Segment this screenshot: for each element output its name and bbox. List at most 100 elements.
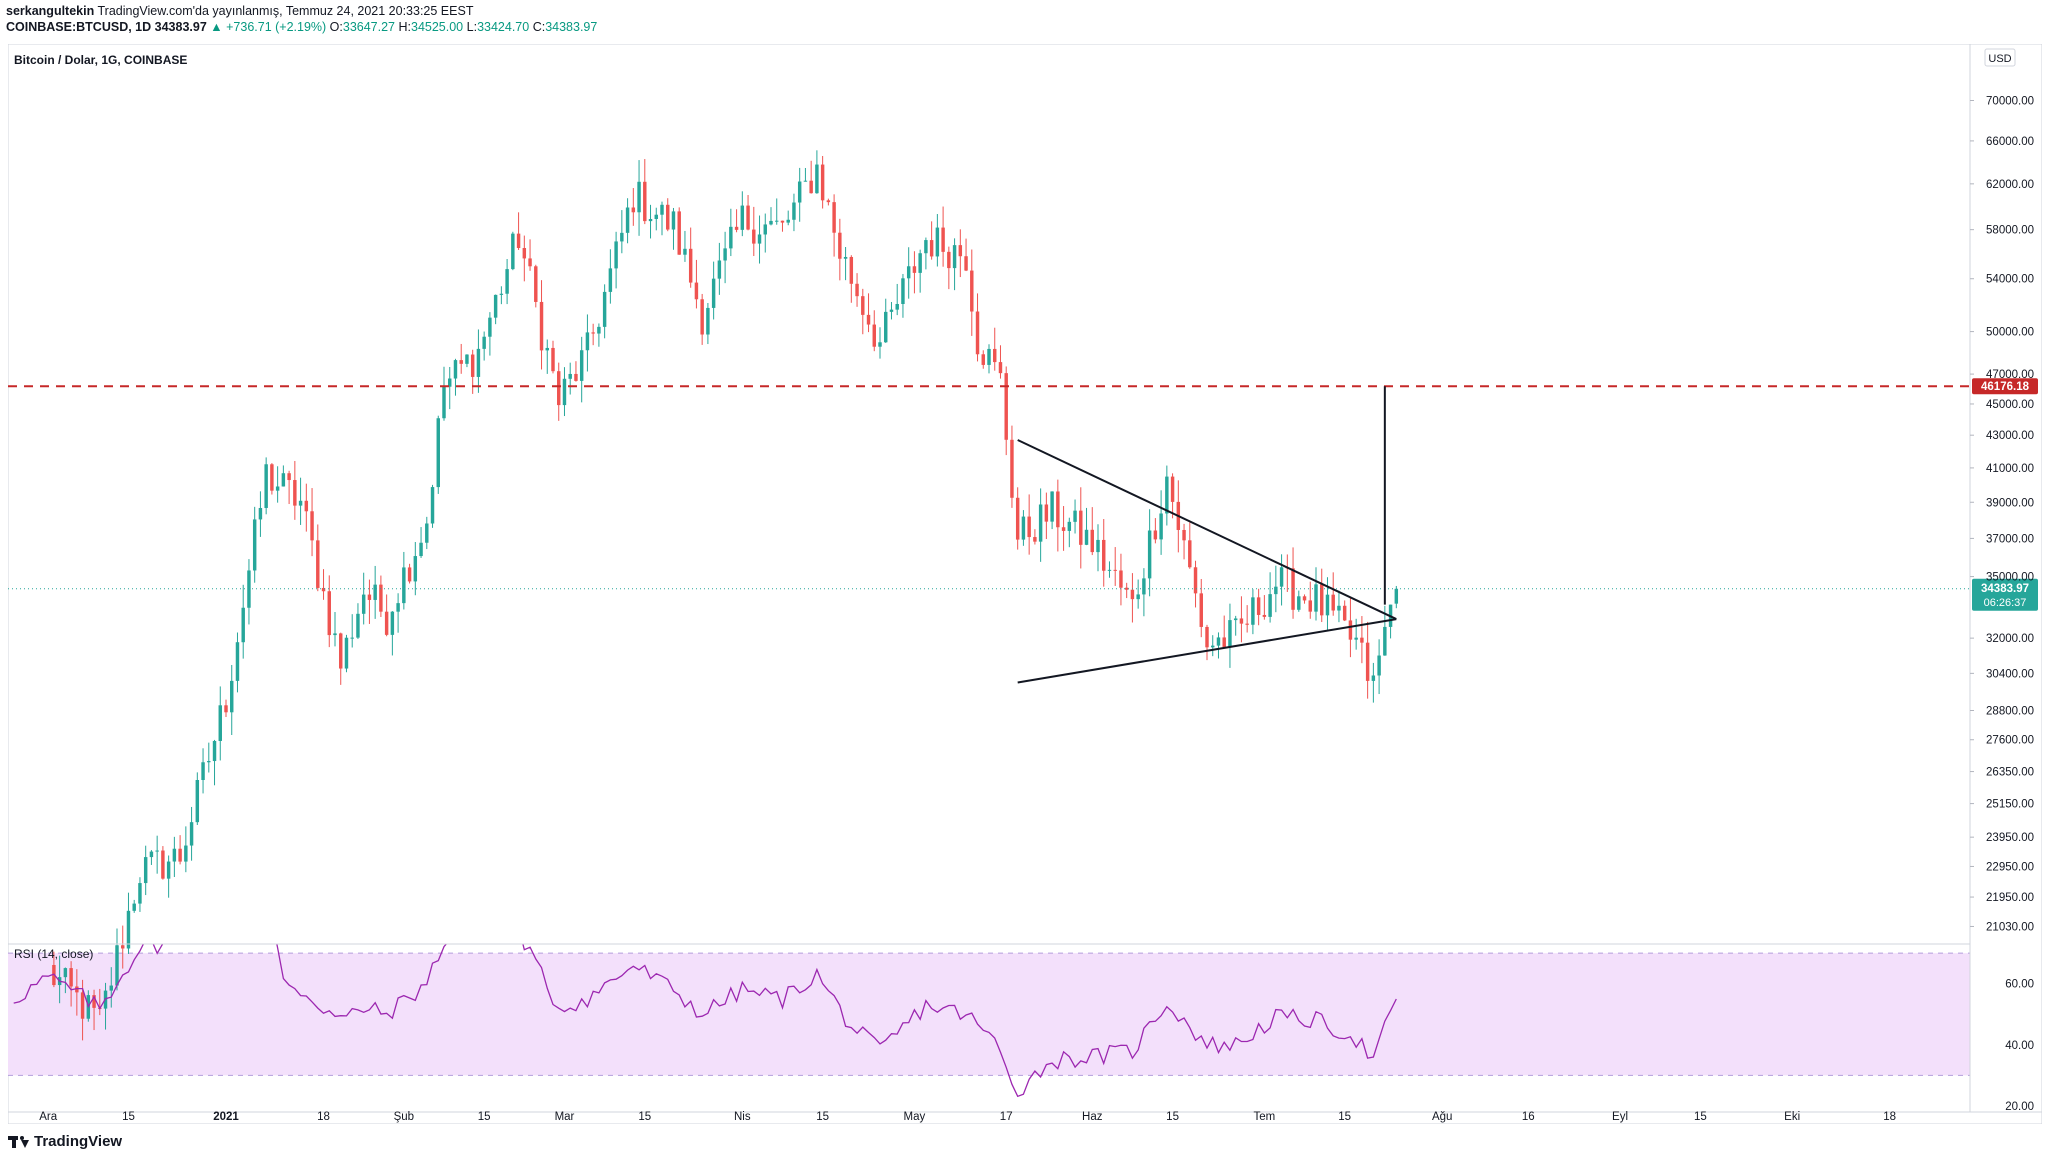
time-tick-label: 18 (1883, 1111, 1896, 1123)
candle-body (752, 229, 756, 244)
candle-body (373, 584, 377, 600)
candle-body (138, 883, 142, 904)
price-chart[interactable]: 46176.18 34383.97 06:26:37 70000.00 66000.0… (7, 43, 2043, 1125)
resistance-price-tag (1972, 378, 2038, 395)
candle-body (80, 992, 85, 1019)
candle-body (637, 181, 641, 213)
candle-body (184, 845, 188, 862)
candle-body (1124, 587, 1129, 590)
candle-body (941, 227, 945, 252)
candle-body (809, 180, 813, 194)
price-tick-label: 26350.00 (1986, 767, 2034, 779)
candle-body (866, 314, 871, 325)
price-tick-label: 21030.00 (1986, 921, 2034, 933)
rsi-tick-label: 20.00 (2005, 1101, 2034, 1113)
time-tick-label: 15 (1338, 1111, 1351, 1123)
candle-body (241, 607, 245, 643)
candle-body (597, 326, 601, 334)
candle-body (1233, 618, 1238, 621)
candle-body (178, 848, 182, 862)
price-tick-label: 25150.00 (1986, 799, 2034, 811)
candle-body (975, 311, 980, 355)
time-tick-label: Tem (1254, 1111, 1276, 1123)
candle-body (1205, 626, 1209, 648)
price-tick-label: 32000.00 (1986, 633, 2034, 645)
candle-body (797, 181, 802, 203)
candle-body (402, 567, 406, 604)
price-tick-label: 62000.00 (1986, 179, 2034, 191)
candle-body (390, 611, 395, 635)
candle-body (958, 245, 963, 257)
candle-body (970, 270, 974, 312)
currency-badge (1984, 48, 2016, 67)
low-label: L: (466, 20, 478, 34)
candle-body (1170, 476, 1175, 502)
candle-body (379, 584, 383, 612)
candle-body (700, 299, 704, 335)
candle-body (212, 740, 217, 762)
candle-body (1188, 540, 1192, 568)
candle-body (115, 945, 119, 986)
candle-body (769, 220, 773, 225)
candle-body (1130, 589, 1135, 600)
candle-body (683, 248, 687, 255)
candle-body (717, 260, 722, 279)
publish-line: serkangultekin TradingView.com'da yayınl… (6, 4, 473, 19)
candle-body (602, 291, 607, 327)
candle-body (1256, 597, 1261, 615)
candle-body (1337, 605, 1341, 611)
time-tick-label: 15 (816, 1111, 829, 1123)
candle-body (574, 373, 578, 381)
candle-body (757, 234, 762, 244)
candle-body (1044, 504, 1049, 522)
candle-body (688, 248, 693, 283)
symbol-label: COINBASE:BTCUSD, 1D (6, 20, 152, 34)
candle-body (1302, 596, 1307, 601)
candle-body (448, 378, 452, 387)
candle-body (1027, 516, 1031, 538)
chart-area[interactable]: 46176.18 34383.97 06:26:37 70000.00 66000.0… (7, 43, 2043, 1125)
price-tick-label: 22950.00 (1986, 861, 2034, 873)
candle-body (333, 633, 337, 636)
candle-body (1067, 521, 1072, 531)
candle-body (855, 283, 859, 297)
candle-body (1119, 570, 1123, 588)
candle-body (470, 354, 475, 377)
candle-body (367, 594, 372, 600)
candle-body (1136, 594, 1140, 600)
author-name[interactable]: serkangultekin (6, 4, 95, 18)
candle-body (413, 556, 418, 582)
candle-body (740, 205, 745, 230)
price-tick-label: 47000.00 (1986, 369, 2034, 381)
candle-body (815, 164, 819, 194)
candle-body (1015, 497, 1020, 540)
candle-body (671, 211, 676, 230)
candle-body (987, 348, 991, 365)
candle-body (780, 220, 785, 223)
candle-body (459, 360, 463, 364)
candle-body (723, 248, 727, 261)
time-tick-label: Haz (1082, 1111, 1103, 1123)
time-tick-label: May (904, 1111, 926, 1123)
candle-body (132, 903, 136, 911)
candle-body (763, 224, 767, 235)
candle-body (981, 354, 985, 365)
price-tick-label: 27600.00 (1986, 735, 2034, 747)
price-tick-label: 41000.00 (1986, 463, 2034, 475)
tradingview-footer[interactable]: TradingView (8, 1133, 122, 1150)
candle-body (218, 705, 222, 741)
candle-body (843, 256, 848, 259)
candle-body (895, 303, 899, 310)
candle-body (551, 347, 555, 372)
candle-body (878, 342, 882, 347)
candle-body (453, 360, 458, 379)
price-tick-label: 50000.00 (1986, 327, 2034, 339)
time-tick-label: Nis (734, 1111, 751, 1123)
candle-body (505, 269, 509, 294)
open-value: 33647.27 (342, 20, 396, 34)
candle-body (746, 205, 750, 230)
candle-body (1102, 539, 1106, 571)
candle-body (1308, 600, 1312, 612)
candle-body (929, 240, 934, 257)
time-tick-label: Ara (39, 1111, 58, 1123)
